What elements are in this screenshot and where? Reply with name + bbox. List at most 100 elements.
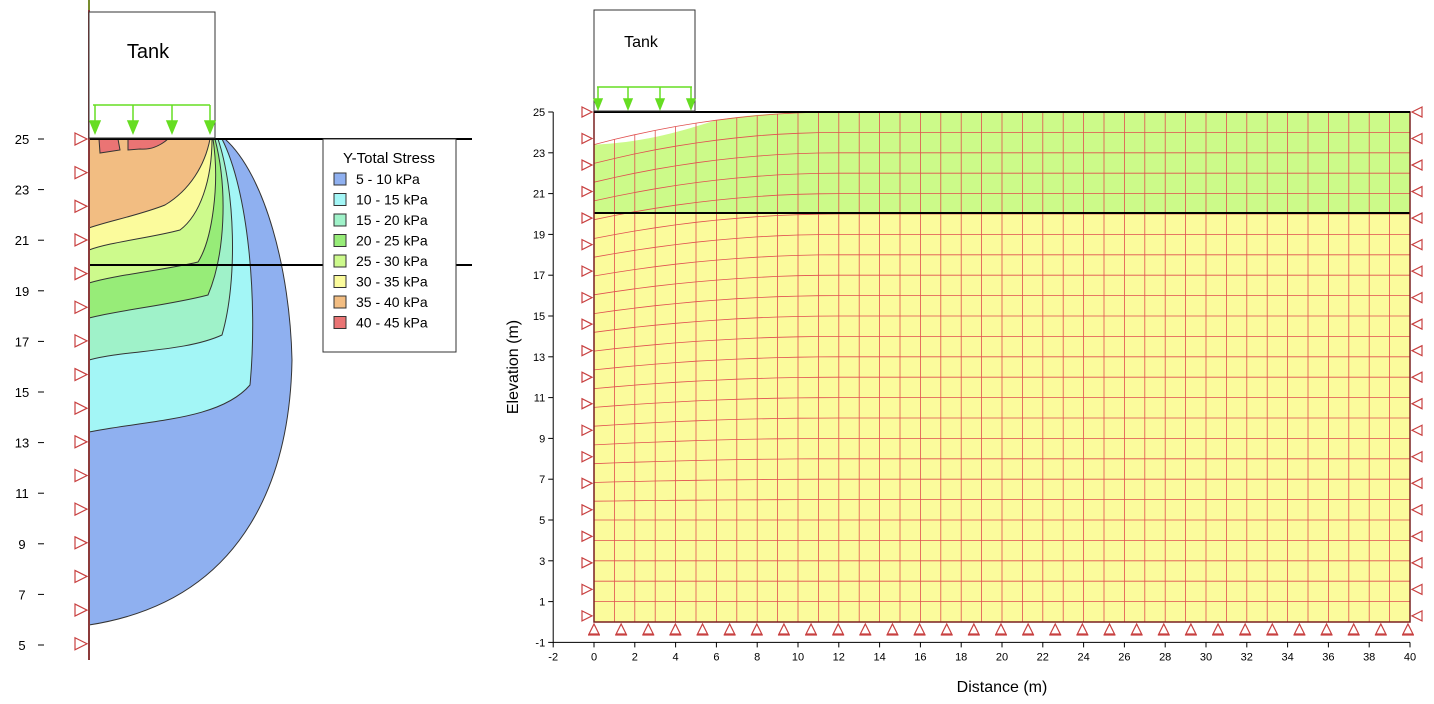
pin-support [669,622,682,635]
stress-contours [88,138,293,626]
tank-label: Tank [624,34,659,51]
legend-label: 5 - 10 kPa [356,171,420,187]
roller-support [1410,397,1423,410]
pin-support [1157,622,1170,635]
x-axis-label: Distance (m) [957,679,1048,696]
mesh-line [593,336,1410,352]
roller-supports [74,132,89,651]
legend-swatch [333,234,347,247]
pin-support [1401,622,1414,635]
pin-support [1022,622,1035,635]
roller-support [581,212,594,225]
legend-swatch [333,316,347,329]
y-tick-label: 9 [18,537,25,552]
pin-support [642,622,655,635]
roller-support [581,371,594,384]
legend-label: 40 - 45 kPa [356,315,428,331]
roller-support [74,535,89,550]
roller-support [581,265,594,278]
y-tick-label: 3 [539,556,545,568]
x-tick-label: 24 [1077,651,1089,663]
x-tick-label: 20 [996,651,1008,663]
roller-support [581,238,594,251]
pin-support [588,622,600,635]
pin-support [1184,622,1197,635]
load-arrow [165,120,179,135]
y-tick-label: 11 [534,393,545,405]
boundary-supports [581,106,1423,636]
x-tick-label: 26 [1118,651,1130,663]
pin-support [1266,622,1279,635]
tank-load [88,104,217,135]
roller-support [1410,344,1423,357]
legend-swatch [333,275,347,288]
tank-box [593,9,696,112]
roller-support [74,468,89,483]
x-tick-label: 0 [591,651,597,663]
roller-support [1410,530,1423,543]
y-axis: 25 23 21 19 17 15 13 11 9 7 5 [15,132,44,653]
x-tick-label: 32 [1241,651,1253,663]
y-tick-label: 23 [15,183,29,198]
y-tick-label: 13 [533,352,545,364]
roller-support [74,199,89,214]
legend-title: Y-Total Stress [343,150,435,167]
x-tick-label: 16 [914,651,926,663]
roller-support [1410,212,1423,225]
pin-support [967,622,980,635]
mesh-line [593,458,1410,465]
x-tick-label: 4 [673,651,679,663]
mesh-line [593,193,1410,221]
roller-support [1410,238,1423,251]
mesh-line [593,315,1410,333]
x-tick-label: 40 [1404,651,1416,663]
roller-support [74,401,89,416]
load-arrow [126,120,140,135]
pin-support [1049,622,1062,635]
pin-support [615,622,628,635]
y-tick-label: 25 [15,132,29,147]
contour-35-40 [88,138,211,229]
pin-support [696,622,709,635]
pin-support [723,622,736,635]
y-tick-label: 9 [539,433,545,445]
x-tick-label: 38 [1363,651,1375,663]
mesh-plot: Tank -2 0 2 4 6 8 10 12 14 16 18 20 22 24 26 28 30 32 34 36… [505,9,1423,696]
pin-support [1320,622,1333,635]
x-tick-label: 14 [873,651,885,663]
mesh-line [593,397,1410,408]
mesh-line [593,438,1410,446]
pin-support [940,622,953,635]
x-tick-label: 28 [1159,651,1171,663]
mesh-line [593,172,1410,202]
load-arrow [622,98,634,112]
y-tick-label: 21 [533,189,545,201]
roller-support [74,333,89,348]
tank-load [592,86,697,112]
roller-support [1410,424,1423,437]
roller-support [74,434,89,449]
x-tick-label: 22 [1037,651,1049,663]
y-tick-label: 25 [533,107,545,119]
mesh-line [593,254,1410,277]
roller-support [581,291,594,304]
mesh-line [593,376,1410,389]
mesh-line [593,356,1410,371]
pin-support [1076,622,1089,635]
legend-label: 25 - 30 kPa [356,253,428,269]
x-tick-label: 2 [632,651,638,663]
roller-support [1410,556,1423,569]
x-tick-label: 34 [1281,651,1293,663]
stress-contour-plot: 25 23 21 19 17 15 13 11 9 7 5 Tank Y-Total Stress … [15,0,472,660]
pin-support [1130,622,1143,635]
y-tick-label: 17 [533,270,545,282]
roller-support [1410,371,1423,384]
mesh-line [593,132,1410,164]
load-arrow [203,120,217,135]
roller-support [74,165,89,180]
roller-support [581,318,594,331]
y-tick-label: 1 [539,597,545,609]
legend-swatch [333,254,347,268]
roller-support [1410,450,1423,463]
y-tick-label: 5 [18,638,25,653]
